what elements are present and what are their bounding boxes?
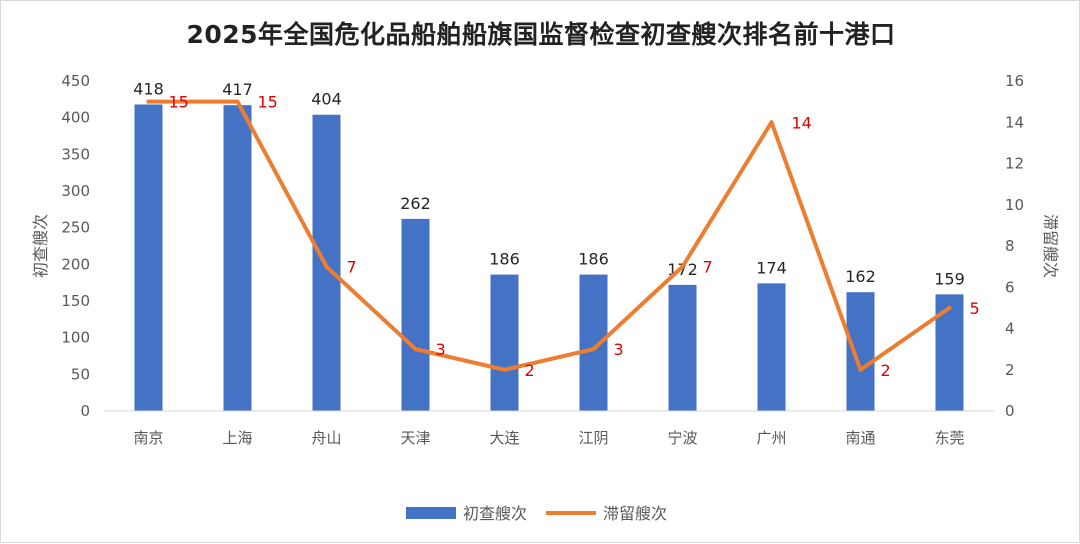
bar-value-label: 417	[222, 80, 253, 99]
line-point	[413, 347, 418, 352]
bar	[223, 105, 252, 411]
line-value-label: 15	[169, 93, 189, 112]
bar-value-label: 186	[489, 250, 520, 269]
y-axis-title: 初查艘次	[31, 214, 50, 278]
bar	[490, 274, 519, 411]
y-tick-label: 450	[61, 72, 90, 90]
line-value-label: 7	[703, 258, 713, 277]
y-tick-label: 200	[61, 255, 90, 273]
line-value-label: 2	[525, 361, 535, 380]
line-point	[769, 120, 774, 125]
line-point	[502, 367, 507, 372]
bar-value-label: 404	[311, 90, 342, 109]
line-point	[680, 264, 685, 269]
line-value-label: 5	[970, 299, 980, 318]
y-tick-label: 150	[61, 292, 90, 310]
y-tick-label: 350	[61, 145, 90, 163]
bar-value-label: 159	[934, 269, 965, 288]
line-value-label: 7	[347, 258, 357, 277]
bar	[134, 104, 163, 411]
bar	[668, 284, 697, 411]
x-tick-label: 南京	[133, 429, 163, 447]
x-tick-label: 舟山	[311, 429, 341, 447]
x-tick-label: 上海	[222, 429, 252, 447]
line-value-label: 3	[436, 340, 446, 359]
bar	[935, 294, 964, 411]
legend-swatch-bar	[406, 507, 456, 519]
line-value-label: 15	[258, 93, 278, 112]
x-tick-label: 江阴	[578, 429, 608, 447]
y-tick-label: 300	[61, 182, 90, 200]
y-tick-label: 400	[61, 109, 90, 127]
bar-value-label: 186	[578, 250, 609, 269]
bar-value-label: 174	[756, 258, 787, 277]
x-tick-label: 天津	[400, 429, 430, 447]
y2-tick-label: 4	[1005, 320, 1015, 338]
line-point	[235, 99, 240, 104]
bar-value-label: 418	[133, 79, 164, 98]
y-tick-label: 0	[80, 402, 90, 420]
y2-tick-label: 8	[1005, 237, 1015, 255]
bar-value-label: 162	[845, 267, 876, 286]
y2-axis-title: 滞留艘次	[1041, 214, 1060, 278]
y2-tick-label: 0	[1005, 402, 1015, 420]
line-point	[947, 305, 952, 310]
line-point	[858, 367, 863, 372]
y-tick-label: 100	[61, 329, 90, 347]
x-tick-label: 广州	[756, 429, 786, 447]
y2-tick-label: 2	[1005, 361, 1015, 379]
legend-label-bar: 初查艘次	[463, 504, 527, 523]
x-tick-label: 东莞	[934, 429, 964, 447]
y2-tick-label: 16	[1005, 72, 1024, 90]
bar-value-label: 262	[400, 194, 431, 213]
x-tick-label: 大连	[489, 429, 519, 447]
line-point	[591, 347, 596, 352]
y2-tick-label: 14	[1005, 113, 1024, 131]
y2-tick-label: 10	[1005, 196, 1024, 214]
chart-title: 2025年全国危化品船舶船旗国监督检查初查艘次排名前十港口	[186, 20, 896, 49]
bar	[846, 292, 875, 411]
y2-tick-label: 12	[1005, 155, 1024, 173]
bar	[757, 283, 786, 411]
line-point	[324, 264, 329, 269]
y-tick-label: 250	[61, 219, 90, 237]
line-value-label: 14	[792, 113, 812, 132]
bar	[401, 218, 430, 411]
x-tick-label: 宁波	[667, 429, 697, 447]
y-tick-label: 50	[71, 365, 90, 383]
x-tick-label: 南通	[845, 429, 875, 447]
line-value-label: 2	[881, 361, 891, 380]
legend-label-line: 滞留艘次	[603, 504, 667, 523]
line-value-label: 3	[614, 340, 624, 359]
bar	[579, 274, 608, 411]
line-series-path	[146, 99, 952, 372]
line-point	[146, 99, 151, 104]
y2-tick-label: 6	[1005, 278, 1015, 296]
